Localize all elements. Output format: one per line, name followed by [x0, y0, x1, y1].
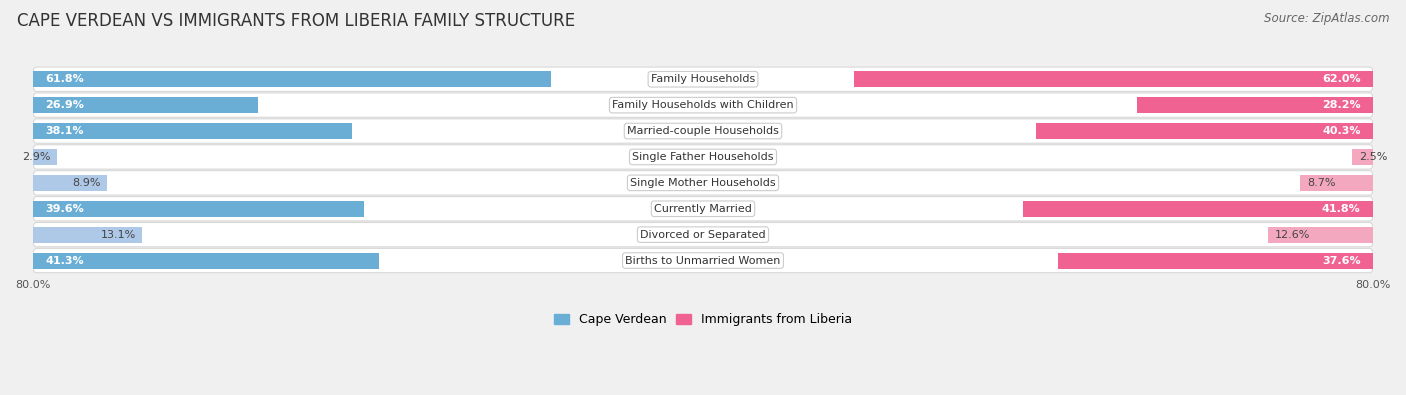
Text: 2.5%: 2.5% — [1360, 152, 1388, 162]
Bar — [32, 71, 551, 87]
Bar — [1301, 175, 1374, 191]
Text: Source: ZipAtlas.com: Source: ZipAtlas.com — [1264, 12, 1389, 25]
Text: 41.8%: 41.8% — [1322, 204, 1361, 214]
Text: 37.6%: 37.6% — [1322, 256, 1361, 265]
Text: Family Households: Family Households — [651, 74, 755, 84]
FancyBboxPatch shape — [32, 197, 1374, 221]
FancyBboxPatch shape — [32, 93, 1374, 117]
Text: 8.9%: 8.9% — [72, 178, 101, 188]
Bar — [32, 252, 378, 269]
Text: 2.9%: 2.9% — [21, 152, 51, 162]
Text: Currently Married: Currently Married — [654, 204, 752, 214]
Text: Single Father Households: Single Father Households — [633, 152, 773, 162]
Text: CAPE VERDEAN VS IMMIGRANTS FROM LIBERIA FAMILY STRUCTURE: CAPE VERDEAN VS IMMIGRANTS FROM LIBERIA … — [17, 12, 575, 30]
FancyBboxPatch shape — [32, 119, 1374, 143]
Bar — [1036, 123, 1374, 139]
Bar — [32, 149, 58, 165]
Bar — [32, 123, 352, 139]
Bar — [1059, 252, 1374, 269]
Bar — [1024, 201, 1374, 217]
Bar — [1268, 227, 1374, 243]
Text: 8.7%: 8.7% — [1308, 178, 1336, 188]
FancyBboxPatch shape — [32, 248, 1374, 273]
Text: 62.0%: 62.0% — [1322, 74, 1361, 84]
Text: Births to Unmarried Women: Births to Unmarried Women — [626, 256, 780, 265]
Bar — [32, 227, 142, 243]
Bar — [1137, 97, 1374, 113]
Text: Divorced or Separated: Divorced or Separated — [640, 229, 766, 240]
Text: Married-couple Households: Married-couple Households — [627, 126, 779, 136]
Text: 61.8%: 61.8% — [45, 74, 84, 84]
FancyBboxPatch shape — [32, 171, 1374, 195]
Text: 26.9%: 26.9% — [45, 100, 84, 110]
Text: 12.6%: 12.6% — [1274, 229, 1310, 240]
Text: 40.3%: 40.3% — [1322, 126, 1361, 136]
Bar — [32, 175, 107, 191]
Legend: Cape Verdean, Immigrants from Liberia: Cape Verdean, Immigrants from Liberia — [548, 308, 858, 331]
Text: 39.6%: 39.6% — [45, 204, 84, 214]
FancyBboxPatch shape — [32, 67, 1374, 91]
Text: 41.3%: 41.3% — [45, 256, 84, 265]
FancyBboxPatch shape — [32, 222, 1374, 247]
Text: Family Households with Children: Family Households with Children — [612, 100, 794, 110]
Text: 13.1%: 13.1% — [100, 229, 136, 240]
Bar — [853, 71, 1374, 87]
Text: Single Mother Households: Single Mother Households — [630, 178, 776, 188]
Bar — [1353, 149, 1374, 165]
Text: 28.2%: 28.2% — [1322, 100, 1361, 110]
Bar — [32, 201, 364, 217]
Bar — [32, 97, 259, 113]
Text: 38.1%: 38.1% — [45, 126, 84, 136]
FancyBboxPatch shape — [32, 145, 1374, 169]
